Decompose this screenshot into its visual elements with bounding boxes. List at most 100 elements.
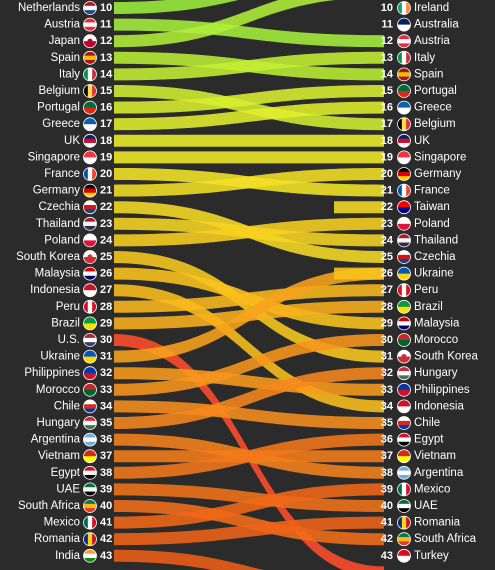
right-rank-label: 30	[381, 334, 393, 346]
right-country-label: Singapore	[414, 151, 466, 163]
left-rank-label: 39	[100, 483, 112, 495]
uk-flag-icon	[83, 133, 97, 148]
right-country-label: Taiwan	[414, 201, 450, 213]
left-row: Morocco 33	[36, 382, 112, 397]
left-row: Philippines 32	[24, 366, 112, 381]
right-row: 33 Philippines	[381, 382, 470, 397]
left-row: Italy 14	[59, 67, 113, 82]
left-rank-label: 15	[100, 85, 112, 97]
right-row: 27 Peru	[381, 283, 438, 298]
link-south-africa	[114, 500, 384, 546]
left-rank-label: 29	[100, 317, 112, 329]
link-netherlands	[114, 0, 239, 14]
left-rank-label: 31	[100, 351, 112, 363]
right-country-label: Malaysia	[414, 317, 460, 329]
uae-flag-icon	[83, 482, 97, 497]
south-korea-flag-icon	[83, 250, 97, 264]
right-country-label: Indonesia	[414, 400, 464, 412]
right-row: 25 Czechia	[381, 250, 456, 264]
left-rank-label: 37	[100, 450, 112, 462]
left-rank-label: 20	[100, 168, 112, 180]
right-row: 21 France	[381, 183, 450, 198]
left-country-label: UAE	[56, 483, 80, 495]
left-country-label: Indonesia	[30, 284, 80, 296]
left-row: Belgium 15	[38, 84, 112, 98]
left-country-label: Italy	[59, 68, 80, 80]
peru-flag-icon	[397, 283, 411, 298]
left-row: Chile 34	[54, 399, 113, 414]
right-row: 43 Turkey	[381, 548, 449, 563]
left-row: UK 18	[64, 133, 112, 148]
left-rank-label: 38	[100, 467, 112, 479]
right-rank-label: 43	[381, 550, 393, 562]
france-flag-icon	[83, 167, 97, 181]
link-italy	[114, 51, 384, 81]
right-row: 10 Ireland	[381, 1, 449, 15]
right-country-label: UK	[414, 135, 430, 147]
left-rank-label: 43	[100, 550, 112, 562]
left-rank-label: 33	[100, 384, 112, 396]
right-rank-label: 16	[381, 102, 393, 114]
left-rank-label: 30	[100, 334, 112, 346]
right-rank-label: 11	[381, 19, 393, 31]
austria-flag-icon	[83, 17, 97, 32]
turkey-flag-icon	[397, 548, 411, 563]
right-country-label: Brazil	[414, 301, 443, 313]
left-row: Indonesia 27	[30, 283, 112, 298]
argentina-flag-icon	[83, 432, 97, 447]
left-row: France 20	[44, 167, 112, 181]
right-country-label: Thailand	[414, 234, 458, 246]
right-rank-label: 13	[381, 52, 393, 64]
left-row: Austria 11	[44, 17, 112, 32]
link-india	[114, 549, 264, 570]
indonesia-flag-icon	[83, 283, 97, 298]
link-singapore	[114, 151, 384, 164]
left-rank-label: 34	[100, 400, 113, 412]
left-country-label: UK	[64, 135, 80, 147]
right-row: 16 Greece	[381, 100, 452, 115]
ukraine-flag-icon	[397, 266, 411, 281]
left-row: South Korea 25	[16, 250, 112, 264]
right-row: 14 Spain	[381, 67, 443, 82]
right-rank-label: 34	[381, 400, 394, 412]
singapore-flag-icon	[83, 150, 97, 165]
left-rank-label: 13	[100, 52, 112, 64]
link-taiwan	[334, 201, 384, 214]
hungary-flag-icon	[397, 366, 411, 381]
left-country-label: Hungary	[37, 417, 81, 429]
hungary-flag-icon	[83, 416, 97, 430]
right-country-label: Germany	[414, 168, 462, 180]
right-row: 23 Poland	[381, 216, 450, 231]
us-flag-icon	[83, 333, 97, 347]
left-country-label: Ukraine	[40, 351, 80, 363]
right-country-label: Argentina	[414, 467, 464, 479]
right-row: 29 Malaysia	[381, 316, 460, 331]
right-row: 38 Argentina	[381, 465, 464, 480]
left-row: Czechia 22	[38, 200, 112, 215]
right-rank-label: 33	[381, 384, 393, 396]
left-country-label: Japan	[49, 35, 80, 47]
left-rank-label: 41	[100, 517, 112, 529]
right-row: 41 Romania	[381, 515, 461, 530]
right-country-label: Poland	[414, 218, 450, 230]
link-greece	[114, 101, 384, 131]
left-row: Ukraine 31	[40, 349, 112, 364]
right-row: 40 UAE	[381, 499, 438, 513]
left-row: UAE 39	[56, 482, 112, 497]
japan-flag-icon	[83, 34, 97, 49]
south-korea-flag-icon	[397, 349, 411, 364]
right-row: 18 UK	[381, 133, 430, 148]
left-row: Vietnam 37	[38, 449, 112, 464]
left-rank-label: 23	[100, 218, 112, 230]
right-country-label: UAE	[414, 500, 438, 512]
left-country-label: Peru	[56, 301, 80, 313]
uk-flag-icon	[397, 133, 411, 148]
left-country-label: Spain	[51, 52, 80, 64]
malaysia-flag-icon	[83, 266, 97, 281]
india-flag-icon	[83, 548, 97, 563]
link-indonesia	[114, 284, 384, 413]
right-rank-label: 12	[381, 35, 393, 47]
right-rank-label: 32	[381, 367, 393, 379]
right-row: 31 South Korea	[381, 349, 479, 364]
right-row: 42 South Africa	[381, 532, 477, 547]
